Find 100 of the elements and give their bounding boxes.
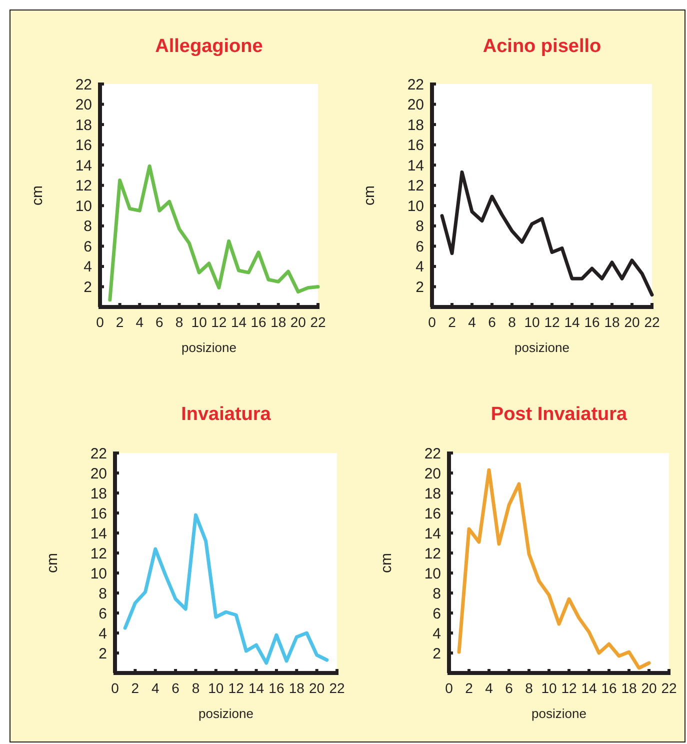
y-tick-label: 22 — [424, 445, 441, 462]
line-series — [457, 468, 651, 670]
x-tick-label: 0 — [445, 680, 454, 696]
x-tick-label: 8 — [508, 314, 516, 330]
chart-title: Allegagione — [155, 36, 263, 57]
y-tick-label: 2 — [98, 645, 107, 662]
y-tick-label: 6 — [98, 605, 107, 622]
y-tick-label: 16 — [407, 137, 424, 154]
y-tick-label: 2 — [432, 645, 441, 662]
x-tick-label: 12 — [211, 314, 227, 330]
x-tick-label: 16 — [584, 314, 600, 330]
y-tick-label: 20 — [424, 465, 441, 482]
y-tick-label: 22 — [90, 445, 107, 462]
x-tick-label: 18 — [621, 680, 637, 696]
x-tick-label: 6 — [488, 314, 496, 330]
x-tick-label: 6 — [156, 314, 164, 330]
x-axis-title: posizione — [198, 706, 254, 721]
x-tick-label: 10 — [524, 314, 540, 330]
x-tick-label: 14 — [230, 314, 247, 330]
x-tick-label: 4 — [136, 314, 144, 330]
x-tick-label: 4 — [485, 680, 494, 696]
chart-title: Acino pisello — [482, 36, 602, 57]
y-tick-label: 4 — [98, 625, 107, 642]
x-tick-label: 16 — [268, 680, 284, 696]
line-series — [108, 164, 320, 302]
y-tick-label: 14 — [407, 157, 424, 174]
x-tick-label: 14 — [581, 680, 597, 696]
x-axis-title: posizione — [182, 340, 236, 355]
x-tick-label: 16 — [601, 680, 617, 696]
y-tick-label: 14 — [90, 525, 107, 542]
x-tick-label: 4 — [468, 314, 476, 330]
x-tick-label: 20 — [309, 680, 325, 696]
x-tick-label: 12 — [544, 314, 560, 330]
x-tick-label: 0 — [111, 680, 120, 696]
x-tick-label: 22 — [329, 680, 345, 696]
x-tick-label: 0 — [96, 314, 104, 330]
y-tick-label: 6 — [432, 605, 441, 622]
x-tick-label: 2 — [116, 314, 124, 330]
chart-title: Post Invaiatura — [490, 404, 628, 425]
x-tick-label: 8 — [525, 680, 534, 696]
y-tick-label: 6 — [416, 238, 424, 256]
y-tick-label: 20 — [407, 96, 424, 114]
y-tick-label: 8 — [416, 218, 424, 236]
y-tick-label: 8 — [432, 585, 441, 602]
line-series — [440, 170, 654, 297]
y-axis-title: cm — [29, 186, 46, 206]
y-axis-title: cm — [361, 186, 378, 206]
y-tick-label: 10 — [407, 198, 424, 215]
y-tick-label: 12 — [407, 178, 424, 195]
y-tick-label: 20 — [90, 465, 107, 482]
x-tick-label: 14 — [564, 314, 580, 330]
y-tick-label: 8 — [84, 218, 92, 236]
y-tick-label: 18 — [407, 116, 424, 134]
y-tick-label: 10 — [90, 565, 107, 582]
x-tick-label: 18 — [604, 314, 620, 330]
y-tick-label: 14 — [424, 525, 441, 542]
x-tick-label: 2 — [465, 680, 474, 696]
y-tick-label: 18 — [90, 485, 107, 502]
x-axis-title: posizione — [532, 706, 586, 721]
y-tick-label: 4 — [84, 258, 92, 276]
x-tick-label: 2 — [131, 680, 140, 696]
y-tick-label: 8 — [98, 585, 107, 602]
y-tick-label: 6 — [84, 238, 92, 256]
x-tick-label: 8 — [192, 680, 200, 696]
x-tick-label: 2 — [448, 314, 456, 330]
x-tick-label: 22 — [661, 680, 677, 696]
x-tick-label: 0 — [428, 314, 436, 330]
y-tick-label: 12 — [424, 545, 441, 562]
x-tick-label: 16 — [250, 314, 267, 330]
x-tick-label: 8 — [175, 314, 184, 330]
y-tick-label: 12 — [90, 545, 107, 562]
y-tick-label: 16 — [90, 505, 107, 522]
x-tick-label: 10 — [208, 680, 224, 696]
x-tick-label: 6 — [172, 680, 180, 696]
y-tick-label: 14 — [75, 157, 92, 174]
x-tick-label: 20 — [290, 314, 306, 330]
x-tick-label: 20 — [624, 314, 640, 330]
line-series — [123, 513, 329, 665]
y-tick-label: 2 — [84, 278, 92, 296]
y-axis-title: cm — [44, 553, 61, 573]
y-tick-label: 22 — [407, 76, 424, 94]
x-tick-label: 18 — [270, 314, 286, 330]
y-tick-label: 2 — [416, 278, 424, 296]
x-tick-label: 12 — [561, 680, 577, 696]
x-tick-label: 14 — [248, 680, 264, 696]
x-tick-label: 6 — [505, 680, 514, 696]
x-tick-label: 18 — [288, 680, 305, 696]
x-tick-label: 20 — [641, 680, 657, 696]
chart-title: Invaiatura — [181, 404, 272, 425]
x-tick-label: 4 — [151, 680, 160, 696]
y-tick-label: 4 — [416, 258, 424, 276]
y-tick-label: 16 — [424, 505, 441, 522]
y-tick-label: 16 — [75, 137, 92, 154]
y-tick-label: 10 — [424, 565, 441, 582]
x-tick-label: 10 — [191, 314, 208, 330]
y-tick-label: 4 — [432, 625, 441, 642]
x-tick-label: 22 — [310, 314, 326, 330]
x-tick-label: 10 — [541, 680, 557, 696]
y-tick-label: 22 — [75, 76, 92, 94]
x-tick-label: 12 — [228, 680, 244, 696]
